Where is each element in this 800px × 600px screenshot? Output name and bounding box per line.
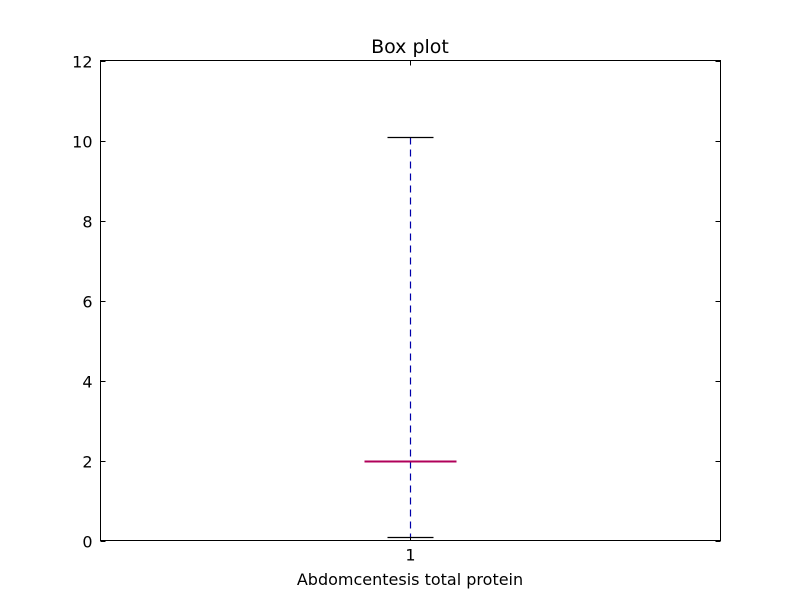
y-axis: 0 2 4 6 8 10 12: [72, 53, 721, 552]
y-tick-label-10: 10: [72, 133, 92, 152]
y-tick-label-12: 12: [72, 53, 92, 72]
y-tick-label-4: 4: [82, 373, 92, 392]
y-tick-label-2: 2: [82, 453, 92, 472]
x-axis-label: Abdomcentesis total protein: [297, 570, 523, 589]
y-tick-label-8: 8: [82, 213, 92, 232]
box-series: [364, 136, 457, 539]
chart-title: Box plot: [371, 36, 449, 58]
x-tick-label-1: 1: [405, 546, 415, 565]
y-tick-label-6: 6: [82, 293, 92, 312]
y-tick-label-0: 0: [82, 533, 92, 552]
